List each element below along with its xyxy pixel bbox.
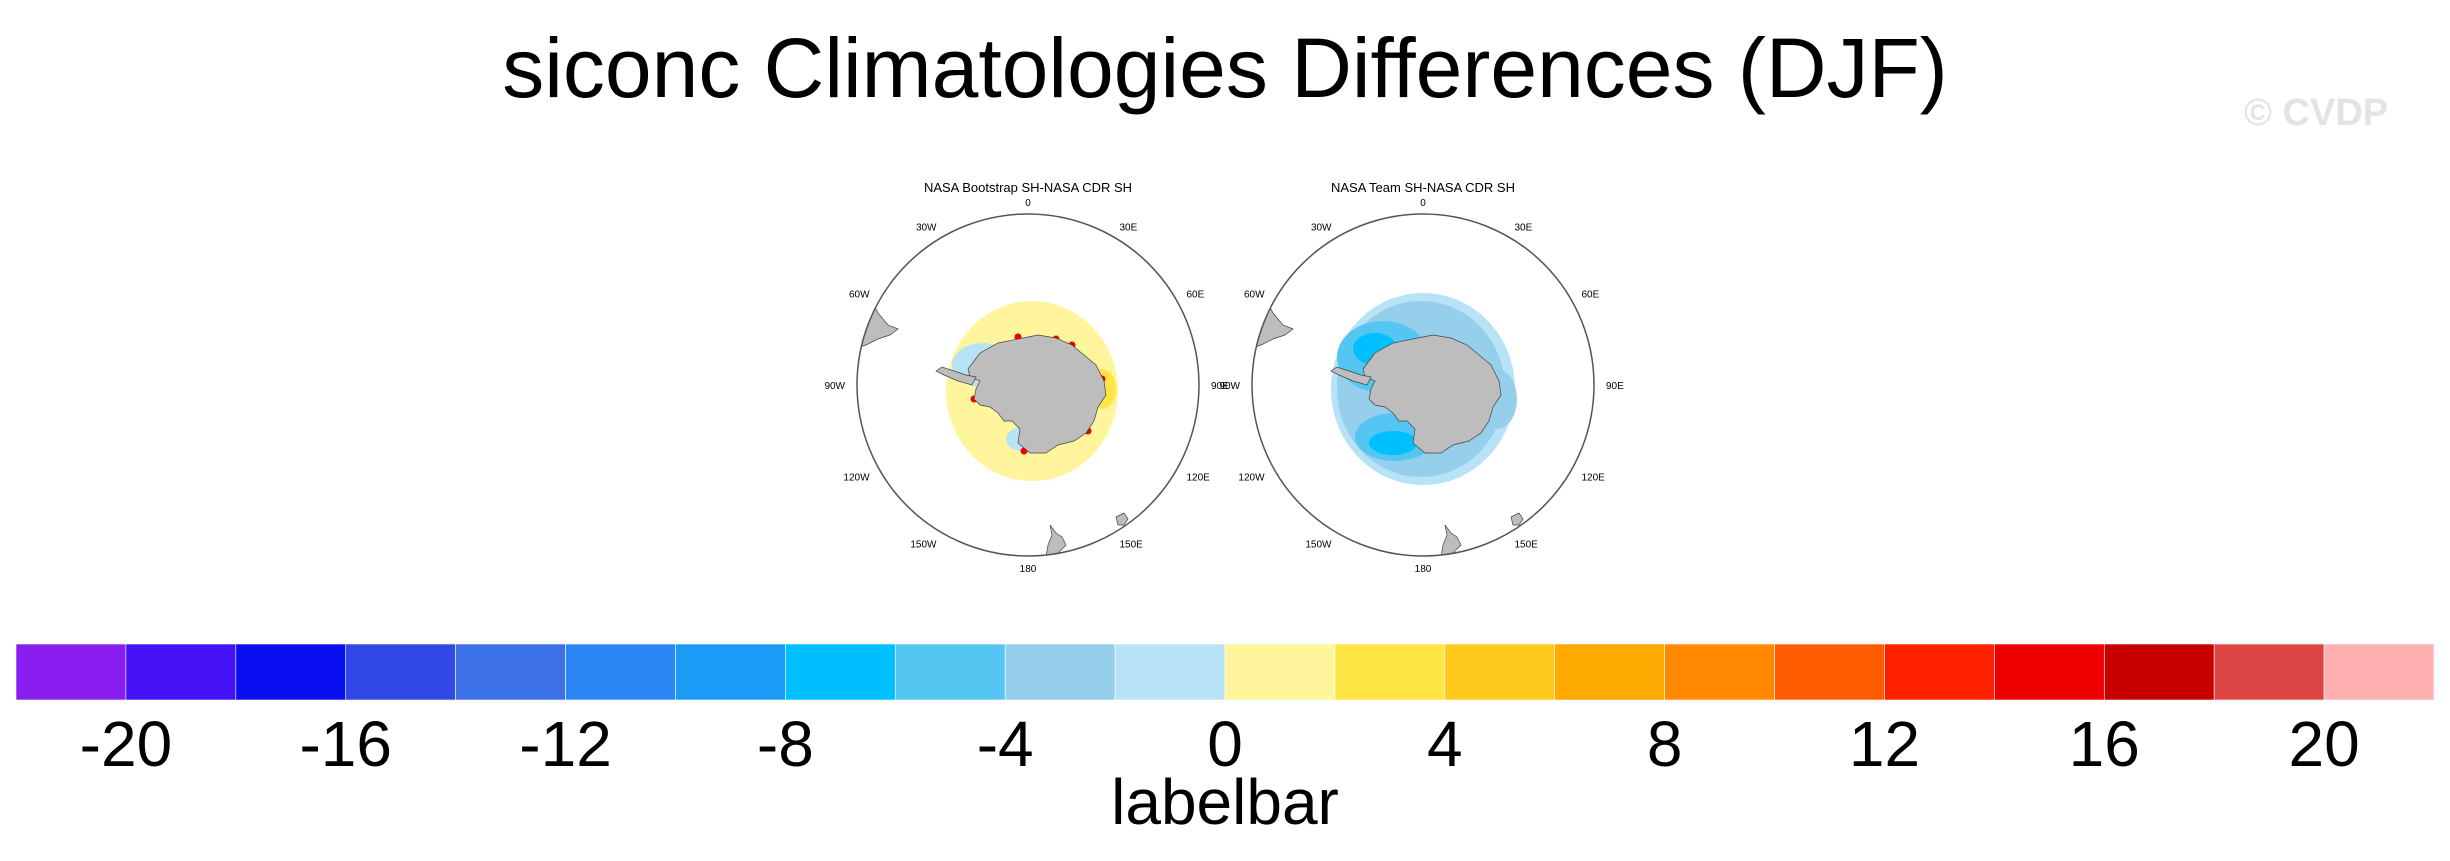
labelbar-tick-labels: -20 -16 -12 -8 -4 0 4 8 12 16 20 <box>80 708 2360 780</box>
longitude-label: 150W <box>910 539 937 550</box>
panel-title: NASA Bootstrap SH-NASA CDR SH <box>924 180 1132 195</box>
labelbar-box <box>1884 643 1995 701</box>
tasmania-landmass <box>1115 512 1129 526</box>
longitude-label: 150W <box>1305 539 1332 550</box>
labelbar-box <box>1554 643 1665 701</box>
labelbar-box <box>1334 643 1446 701</box>
longitude-label: 60E <box>1186 290 1204 301</box>
labelbar-box <box>894 643 1006 701</box>
labelbar-tick-label: 4 <box>1427 708 1463 780</box>
peninsula-landmass <box>1330 366 1372 386</box>
labelbar-tick-label: -16 <box>299 708 392 780</box>
labelbar: -20 -16 -12 -8 -4 0 4 8 12 16 20 labelbar <box>15 643 2435 838</box>
longitude-label: 30E <box>1515 223 1533 234</box>
page-title: siconc Climatologies Differences (DJF) <box>502 21 1948 115</box>
longitude-label: 0 <box>1420 198 1426 209</box>
map-panel-team: NASA Team SH-NASA CDR SH 0 30E 60E 90E 120E 1… <box>1219 180 1624 575</box>
longitude-label: 30W <box>916 223 937 234</box>
labelbar-boxes <box>15 643 2435 701</box>
labelbar-box <box>1444 643 1556 701</box>
longitude-labels: 0 30E 60E 90E 120E 150E 180 150W 120W 90W 60W 30W <box>824 198 1229 575</box>
labelbar-tick-label: 20 <box>2288 708 2359 780</box>
labelbar-title: labelbar <box>1111 766 1339 838</box>
map-panel-bootstrap: NASA Bootstrap SH-NASA CDR SH 0 30E 60E 90E… <box>824 180 1229 575</box>
antarctica-landmass <box>1362 334 1502 454</box>
panel-title: NASA Team SH-NASA CDR SH <box>1331 180 1515 195</box>
labelbar-box <box>345 643 456 701</box>
labelbar-tick-label: -8 <box>757 708 814 780</box>
labelbar-tick-label: 8 <box>1647 708 1683 780</box>
labelbar-box <box>455 643 566 701</box>
labelbar-box <box>1774 643 1885 701</box>
peninsula-landmass <box>935 366 977 386</box>
labelbar-box <box>675 643 786 701</box>
labelbar-box <box>1994 643 2105 701</box>
longitude-label: 90E <box>1211 381 1229 392</box>
labelbar-box <box>125 643 237 701</box>
labelbar-box <box>1664 643 1775 701</box>
longitude-labels: 0 30E 60E 90E 120E 150E 180 150W 120W 90W 60W 30W <box>1219 198 1624 575</box>
labelbar-box <box>235 643 347 701</box>
longitude-label: 120E <box>1581 473 1605 484</box>
longitude-label: 90W <box>824 381 845 392</box>
longitude-label: 60W <box>1244 290 1265 301</box>
longitude-label: 90W <box>1219 381 1240 392</box>
labelbar-tick-label: 12 <box>1849 708 1920 780</box>
longitude-label: 180 <box>1020 564 1037 575</box>
longitude-label: 60W <box>849 290 870 301</box>
sea-ice-difference-negative <box>1369 431 1417 455</box>
labelbar-tick-label: -4 <box>977 708 1034 780</box>
labelbar-box <box>565 643 676 701</box>
labelbar-box <box>1004 643 1116 701</box>
tasmania-landmass <box>1510 512 1524 526</box>
longitude-label: 120E <box>1186 473 1210 484</box>
labelbar-box <box>1224 643 1336 701</box>
labelbar-tick-label: 16 <box>2069 708 2140 780</box>
longitude-label: 120W <box>1238 473 1265 484</box>
new-zealand-landmass <box>1440 524 1462 556</box>
new-zealand-landmass <box>1045 524 1067 556</box>
labelbar-box <box>15 643 127 701</box>
longitude-label: 180 <box>1415 564 1432 575</box>
map-panels: NASA Bootstrap SH-NASA CDR SH 0 30E 60E 90E… <box>824 180 1624 575</box>
labelbar-box <box>2213 643 2325 701</box>
labelbar-box <box>1114 643 1226 701</box>
labelbar-tick-label: 0 <box>1207 708 1243 780</box>
map-boundary <box>856 213 1200 557</box>
longitude-label: 150E <box>1515 539 1539 550</box>
labelbar-tick-label: -20 <box>80 708 173 780</box>
longitude-label: 90E <box>1606 381 1624 392</box>
longitude-label: 120W <box>843 473 870 484</box>
longitude-label: 60E <box>1581 290 1599 301</box>
labelbar-tick-label: -12 <box>519 708 612 780</box>
map-boundary <box>1251 213 1595 557</box>
labelbar-box <box>785 643 896 701</box>
watermark-text: © CVDP <box>2244 92 2389 134</box>
labelbar-box <box>2103 643 2215 701</box>
longitude-label: 30W <box>1311 223 1332 234</box>
antarctica-landmass <box>967 334 1107 454</box>
labelbar-box <box>2323 643 2435 701</box>
longitude-label: 150E <box>1120 539 1144 550</box>
longitude-label: 30E <box>1120 223 1138 234</box>
longitude-label: 0 <box>1025 198 1031 209</box>
